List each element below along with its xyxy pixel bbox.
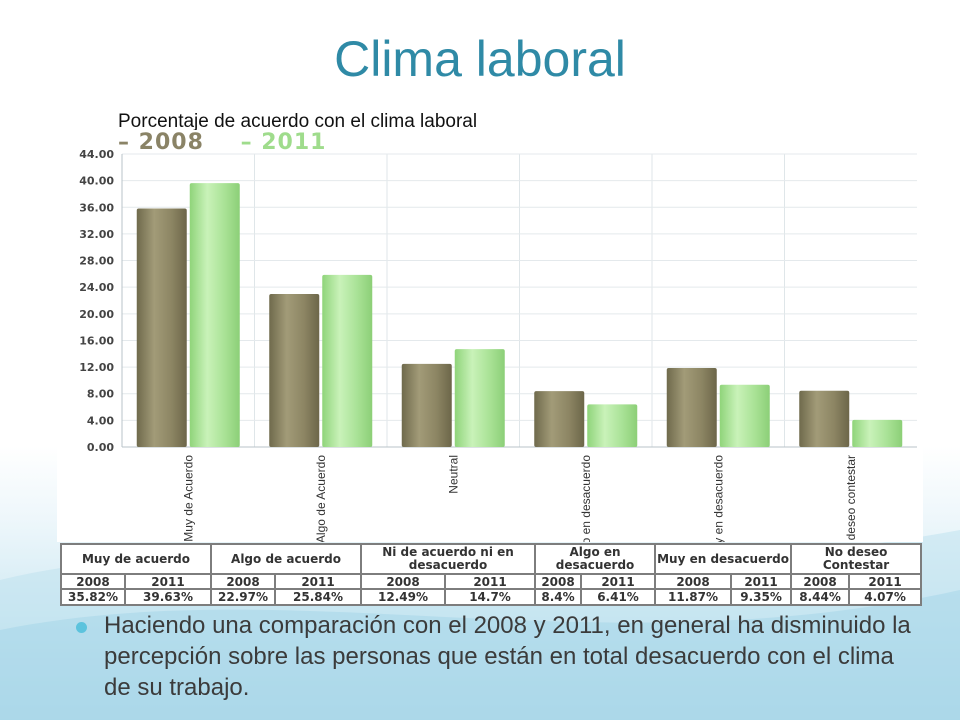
y-tick-label: 44.00 — [79, 148, 114, 161]
table-value-cell: 9.35% — [730, 588, 793, 606]
y-tick-label: 4.00 — [87, 414, 114, 427]
legend-label-2011: 2011 — [261, 130, 327, 155]
bar-2011 — [189, 183, 240, 447]
table-header-cell: Ni de acuerdo ni en desacuerdo — [360, 543, 537, 575]
table-year-cell: 2011 — [123, 573, 213, 590]
table-value-cell: 4.07% — [848, 588, 923, 606]
table-value-row: 35.82% 39.63% 22.97% 25.84% 12.49% 14.7%… — [60, 588, 923, 606]
bar-2011 — [852, 419, 903, 447]
slide-title: Clima laboral — [334, 31, 626, 87]
bar-2008 — [534, 391, 585, 447]
bar-2008 — [269, 294, 320, 447]
table-header-cell: Muy de acuerdo — [59, 543, 213, 575]
table-header-cell: Algo de acuerdo — [210, 543, 363, 575]
data-table: Muy de acuerdo Algo de acuerdo Ni de acu… — [59, 543, 923, 606]
table-value-cell: 12.49% — [360, 588, 447, 606]
legend-item-2008: – 2008 — [118, 130, 204, 155]
table-year-cell: 2011 — [730, 573, 793, 590]
bullet-point: Haciendo una comparación con el 2008 y 2… — [76, 610, 916, 703]
bar-2011 — [322, 274, 373, 447]
table-year-cell: 2011 — [444, 573, 537, 590]
y-tick-label: 28.00 — [79, 255, 114, 268]
table-value-cell: 11.87% — [654, 588, 733, 606]
table-value-cell: 8.44% — [790, 588, 851, 606]
table-year-cell: 2008 — [654, 573, 733, 590]
y-tick-label: 0.00 — [87, 441, 114, 454]
x-tick-label: Neutral — [446, 455, 460, 494]
y-tick-label: 24.00 — [79, 281, 114, 294]
table-year-cell: 2008 — [360, 573, 447, 590]
legend-item-2011: – 2011 — [240, 130, 327, 155]
legend-label-2008: 2008 — [138, 130, 204, 155]
bar-2008 — [136, 208, 187, 447]
table-value-cell: 35.82% — [60, 588, 126, 606]
y-tick-label: 16.00 — [79, 334, 114, 347]
table-year-cell: 2008 — [60, 573, 126, 590]
bar-2011 — [587, 404, 638, 447]
x-tick-label: Muy de Acuerdo — [181, 455, 195, 542]
y-tick-label: 40.00 — [79, 175, 114, 188]
bar-2011 — [719, 384, 770, 447]
table-header-cell: No deseo Contestar — [790, 543, 923, 575]
bar-2011 — [454, 349, 505, 447]
table-year-cell: 2011 — [848, 573, 923, 590]
x-tick-label: Algo de Acuerdo — [314, 455, 328, 542]
y-tick-label: 32.00 — [79, 228, 114, 241]
table-value-cell: 39.63% — [123, 588, 213, 606]
table-value-cell: 14.7% — [444, 588, 537, 606]
table-year-cell: 2011 — [274, 573, 363, 590]
table-year-cell: 2011 — [580, 573, 657, 590]
bullet-icon — [76, 622, 87, 633]
table-year-cell: 2008 — [534, 573, 583, 590]
table-value-cell: 22.97% — [210, 588, 277, 606]
y-tick-label: 36.00 — [79, 201, 114, 214]
chart-legend: – 2008 – 2011 — [118, 130, 354, 155]
table-header-cell: Muy en desacuerdo — [654, 543, 793, 575]
chart-title: Porcentaje de acuerdo con el clima labor… — [118, 111, 478, 132]
bar-chart: 0.00 4.00 8.00 12.00 16.00 20.00 24.00 28.00 32.… — [79, 148, 917, 542]
bar-2008 — [666, 367, 717, 447]
y-tick-label: 20.00 — [79, 308, 114, 321]
table-header-cell: Algo en desacuerdo — [534, 543, 657, 575]
table-year-cell: 2008 — [210, 573, 277, 590]
bar-2008 — [401, 363, 452, 447]
x-tick-label: No deseo contestar — [844, 455, 858, 542]
table-value-cell: 25.84% — [274, 588, 363, 606]
bullet-text: Haciendo una comparación con el 2008 y 2… — [104, 612, 911, 701]
x-tick-label: Algo en desacuerdo — [579, 455, 593, 542]
bar-2008 — [799, 390, 850, 447]
table-year-cell: 2008 — [790, 573, 851, 590]
y-tick-label: 8.00 — [87, 388, 114, 401]
table-value-cell: 6.41% — [580, 588, 657, 606]
table-header-row: Muy de acuerdo Algo de acuerdo Ni de acu… — [59, 543, 923, 575]
chart-frame: 0.00 4.00 8.00 12.00 16.00 20.00 24.00 28.00 32.… — [57, 130, 923, 542]
table-year-row: 2008 2011 2008 2011 2008 2011 2008 2011 … — [60, 573, 923, 590]
table-value-cell: 8.4% — [534, 588, 583, 606]
x-tick-label: Muy en desacuerdo — [711, 455, 725, 542]
y-tick-label: 12.00 — [79, 361, 114, 374]
